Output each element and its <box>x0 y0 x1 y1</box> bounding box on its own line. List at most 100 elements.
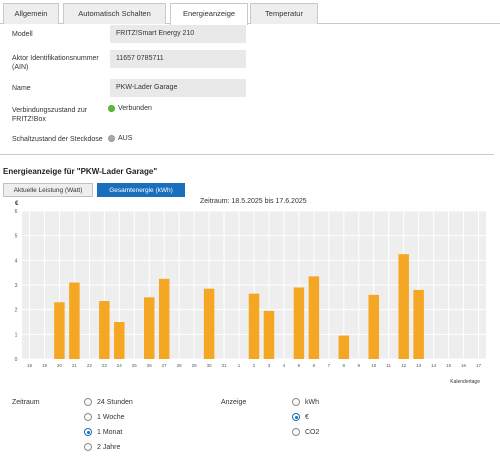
x-tick-label: 15 <box>446 363 452 368</box>
ain-label-line2: (AIN) <box>12 64 29 71</box>
anzeige-option-2[interactable]: CO2 <box>292 428 319 436</box>
x-tick-label: 4 <box>283 363 286 368</box>
zeitraum-option-3[interactable]: 2 Jahre <box>84 443 120 451</box>
schaltzustand-value: AUS <box>118 135 133 142</box>
radio-button-icon[interactable] <box>292 398 300 406</box>
zeitraum-option-2[interactable]: 1 Monat <box>84 428 122 436</box>
verbindung-label-line2: FRITZ!Box <box>12 116 46 123</box>
zeitraum-option-label: 1 Monat <box>97 428 123 436</box>
bar-day-26[interactable] <box>143 297 155 359</box>
x-tick-label: 1 <box>238 363 241 368</box>
x-tick-label: 26 <box>147 363 153 368</box>
bar-day-6[interactable] <box>308 276 320 359</box>
bar-day-23[interactable] <box>99 301 110 359</box>
ain-value: 11657 0785711 <box>110 50 246 68</box>
x-tick-label: 19 <box>42 363 48 368</box>
aktuelle-leistung-button[interactable]: Aktuelle Leistung (Watt) <box>3 183 93 197</box>
section-divider <box>0 154 494 155</box>
x-tick-label: 20 <box>57 363 63 368</box>
anzeige-option-label: CO2 <box>305 428 320 436</box>
radio-button-icon[interactable] <box>292 413 300 421</box>
x-tick-label: 16 <box>461 363 467 368</box>
x-tick-label: 9 <box>358 363 361 368</box>
x-tick-label: 3 <box>268 363 271 368</box>
schaltzustand-status: AUS <box>108 135 132 142</box>
bar-day-10[interactable] <box>368 294 379 359</box>
tab-bar: Allgemein Automatisch Schalten Energiean… <box>0 0 500 25</box>
zeitraum-label: Zeitraum <box>12 399 40 406</box>
chart-bars <box>54 254 424 359</box>
y-tick-label: 2 <box>15 308 18 314</box>
gesamtenergie-button[interactable]: Gesamtenergie (kWh) <box>97 183 185 197</box>
ain-label-line1: Aktor Identifikationsnummer <box>12 55 99 62</box>
anzeige-option-label: kWh <box>305 398 319 406</box>
x-tick-label: 23 <box>102 363 108 368</box>
radio-button-icon[interactable] <box>84 443 92 451</box>
zeitraum-option-0[interactable]: 24 Stunden <box>84 398 133 406</box>
zeitraum-option-label: 1 Woche <box>97 413 125 421</box>
bar-day-30[interactable] <box>203 288 215 359</box>
anzeige-option-0[interactable]: kWh <box>292 398 319 406</box>
x-tick-label: 29 <box>192 363 198 368</box>
bar-day-3[interactable] <box>263 310 275 359</box>
zeitraum-option-label: 2 Jahre <box>97 443 121 451</box>
tab-energieanzeige[interactable]: Energieanzeige <box>170 3 248 25</box>
x-tick-label: 6 <box>313 363 316 368</box>
verbindung-status: Verbunden <box>108 105 152 112</box>
radio-button-icon[interactable] <box>292 428 300 436</box>
bar-day-13[interactable] <box>413 289 424 359</box>
bar-day-21[interactable] <box>69 282 80 359</box>
x-tick-label: 25 <box>132 363 138 368</box>
chart-period-text: Zeitraum: 18.5.2025 bis 17.6.2025 <box>200 198 307 205</box>
tab-temperatur[interactable]: Temperatur <box>250 3 318 24</box>
verbindung-label: Verbindungszustand zur FRITZ!Box <box>12 106 87 124</box>
x-tick-label: 18 <box>27 363 33 368</box>
x-tick-label: 12 <box>401 363 407 368</box>
energy-section-title: Energieanzeige für "PKW-Lader Garage" <box>3 167 158 176</box>
bar-day-5[interactable] <box>293 287 305 359</box>
y-tick-label: 1 <box>15 332 18 338</box>
chart-y-ticks: 0 1 2 3 4 5 6 <box>15 209 18 363</box>
y-tick-label: 4 <box>15 258 18 264</box>
chart-x-ticks: 18 19 20 21 22 23 24 25 26 27 28 29 30 31 1 2 3 4 5 6 7 8 9 10 1… <box>27 363 482 368</box>
bar-day-12[interactable] <box>398 254 409 359</box>
zeitraum-option-label: 24 Stunden <box>97 398 133 406</box>
bar-day-27[interactable] <box>158 278 170 359</box>
modell-label: Modell <box>12 31 33 38</box>
tab-allgemein[interactable]: Allgemein <box>3 3 59 24</box>
x-tick-label: 7 <box>328 363 331 368</box>
x-tick-label: 27 <box>162 363 168 368</box>
verbindung-value: Verbunden <box>118 105 152 112</box>
y-tick-label: 0 <box>15 357 18 363</box>
bar-day-20[interactable] <box>54 302 65 359</box>
x-tick-label: 22 <box>87 363 93 368</box>
x-tick-label: 30 <box>207 363 213 368</box>
x-tick-label: 5 <box>298 363 301 368</box>
radio-button-icon[interactable] <box>84 398 92 406</box>
bar-day-2[interactable] <box>248 293 260 359</box>
name-label: Name <box>12 85 31 92</box>
anzeige-option-1[interactable]: € <box>292 413 309 421</box>
modell-value: FRITZ!Smart Energy 210 <box>110 25 246 43</box>
x-tick-label: 17 <box>476 363 482 368</box>
x-tick-label: 10 <box>371 363 377 368</box>
bar-day-8[interactable] <box>338 335 350 359</box>
x-tick-label: 2 <box>253 363 256 368</box>
x-tick-label: 31 <box>222 363 228 368</box>
zeitraum-option-1[interactable]: 1 Woche <box>84 413 125 421</box>
bar-day-24[interactable] <box>114 322 125 359</box>
x-tick-label: 24 <box>117 363 123 368</box>
y-tick-label: 3 <box>15 283 18 289</box>
x-tick-label: 11 <box>386 363 391 368</box>
name-field[interactable]: PKW-Lader Garage <box>110 79 246 97</box>
x-tick-label: 13 <box>416 363 422 368</box>
x-tick-label: 28 <box>177 363 183 368</box>
radio-button-icon[interactable] <box>84 413 92 421</box>
chart-y-axis-label: € <box>15 201 19 207</box>
anzeige-label: Anzeige <box>221 399 247 406</box>
radio-button-icon[interactable] <box>84 428 92 436</box>
schaltzustand-label: Schaltzustand der Steckdose <box>12 136 103 143</box>
y-tick-label: 6 <box>15 209 18 215</box>
tab-automatisch-schalten[interactable]: Automatisch Schalten <box>63 3 166 24</box>
anzeige-option-label: € <box>305 413 309 421</box>
